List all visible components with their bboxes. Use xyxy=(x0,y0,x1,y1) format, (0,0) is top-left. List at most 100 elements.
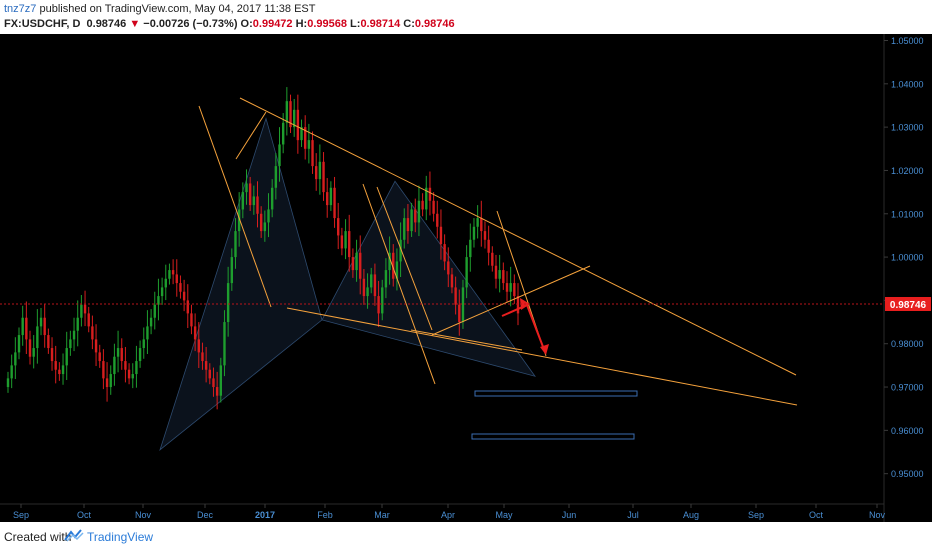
last-price-tag-label: 0.98746 xyxy=(890,300,927,311)
trendline[interactable] xyxy=(431,265,591,336)
candle-body xyxy=(425,187,428,210)
candle-body xyxy=(204,361,208,370)
candle-body xyxy=(65,348,68,366)
candle-body xyxy=(69,339,72,349)
candle-body xyxy=(186,300,189,314)
candle-body xyxy=(461,287,465,323)
y-tick-label: 0.97000 xyxy=(891,383,924,393)
candle-body xyxy=(421,200,424,210)
trendline[interactable] xyxy=(410,329,523,351)
candle-body xyxy=(212,378,215,388)
candle-body xyxy=(25,317,28,340)
low-value: 0.98714 xyxy=(360,18,401,30)
candle-body xyxy=(355,252,358,271)
candle-body xyxy=(370,274,373,288)
candle-body xyxy=(105,378,109,388)
candle-body xyxy=(480,218,483,232)
candle-body xyxy=(322,161,325,193)
candle-body xyxy=(388,252,391,271)
trendline[interactable] xyxy=(376,186,433,331)
candle-body xyxy=(168,270,171,279)
candle-body xyxy=(381,287,384,314)
candle-body xyxy=(472,226,476,240)
price-change: −0.00726 (−0.73%) xyxy=(143,18,238,30)
trendline[interactable] xyxy=(362,183,436,385)
candle-body xyxy=(351,257,355,271)
candle-body xyxy=(197,339,200,353)
y-tick-label: 1.02000 xyxy=(891,166,924,176)
candle-body xyxy=(326,192,329,206)
x-tick-label: Jun xyxy=(562,510,577,520)
candle-body xyxy=(443,244,446,262)
candle-body xyxy=(43,317,46,336)
symbol-label: FX:USDCHF, D xyxy=(4,18,81,30)
candle-body xyxy=(267,209,270,223)
candle-body xyxy=(58,369,61,375)
trendline[interactable] xyxy=(198,105,272,308)
candle-body xyxy=(208,369,211,379)
x-tick-label: Jul xyxy=(627,510,639,520)
x-tick-label: Nov xyxy=(869,510,886,520)
trendline[interactable] xyxy=(286,307,798,406)
candle-body xyxy=(491,252,494,266)
candle-body xyxy=(329,187,333,206)
publish-info: tnz7z7 published on TradingView.com, May… xyxy=(4,3,315,15)
candle-body xyxy=(414,209,417,223)
candle-body xyxy=(32,348,35,357)
candle-body xyxy=(417,200,421,223)
candle-body xyxy=(98,352,101,362)
candle-body xyxy=(373,274,377,297)
pattern-triangle-bcd xyxy=(321,180,536,377)
candle-body xyxy=(289,101,292,128)
candle-body xyxy=(505,283,509,292)
candle-body xyxy=(259,213,263,232)
tradingview-brand[interactable]: TradingView xyxy=(87,530,154,544)
candle-body xyxy=(190,313,193,327)
candle-body xyxy=(72,330,76,340)
close-label: C: xyxy=(403,18,415,30)
candle-body xyxy=(311,140,314,167)
candle-body xyxy=(102,361,105,379)
candle-body xyxy=(215,387,219,396)
candle-body xyxy=(61,365,65,375)
y-tick-label: 0.98000 xyxy=(891,339,924,349)
candle-body xyxy=(296,109,300,141)
trendline[interactable] xyxy=(239,97,797,376)
candle-body xyxy=(80,304,83,318)
candle-body xyxy=(502,270,505,284)
time-axis[interactable]: Sep Oct Nov Dec 2017 Feb Mar Apr May Jun Jul Aug Sep… xyxy=(13,504,886,520)
candle-body xyxy=(303,127,307,149)
candle-body xyxy=(270,187,274,210)
down-arrow-icon: ▼ xyxy=(129,18,141,30)
x-tick-label: Feb xyxy=(317,510,333,520)
tradingview-logo-icon[interactable] xyxy=(64,528,84,542)
author-link[interactable]: tnz7z7 xyxy=(4,3,37,15)
candle-body xyxy=(171,270,175,275)
candle-body xyxy=(285,101,289,123)
x-tick-label: Sep xyxy=(13,510,29,520)
candle-body xyxy=(138,348,142,362)
candle-body xyxy=(91,326,94,340)
x-tick-label: Sep xyxy=(748,510,764,520)
candle-body xyxy=(124,361,127,370)
price-chart[interactable]: 1.05000 1.04000 1.03000 1.02000 1.01000 1.000… xyxy=(0,34,932,522)
candle-body xyxy=(348,231,351,258)
trendline[interactable] xyxy=(235,111,267,160)
candle-body xyxy=(127,369,131,379)
candle-body xyxy=(384,270,388,288)
candle-body xyxy=(94,339,98,353)
candle-body xyxy=(318,161,322,180)
y-tick-label: 0.95000 xyxy=(891,469,924,479)
target-zone-box[interactable] xyxy=(471,433,635,440)
candle-body xyxy=(359,252,362,279)
candle-body xyxy=(6,378,10,388)
candle-body xyxy=(292,109,296,128)
candle-body xyxy=(403,218,406,240)
candle-body xyxy=(509,283,512,292)
candle-body xyxy=(432,200,435,214)
target-zone-box[interactable] xyxy=(474,390,638,397)
candle-body xyxy=(406,218,410,232)
candle-body xyxy=(21,317,24,336)
candle-body xyxy=(377,296,380,314)
candle-body xyxy=(454,287,457,305)
